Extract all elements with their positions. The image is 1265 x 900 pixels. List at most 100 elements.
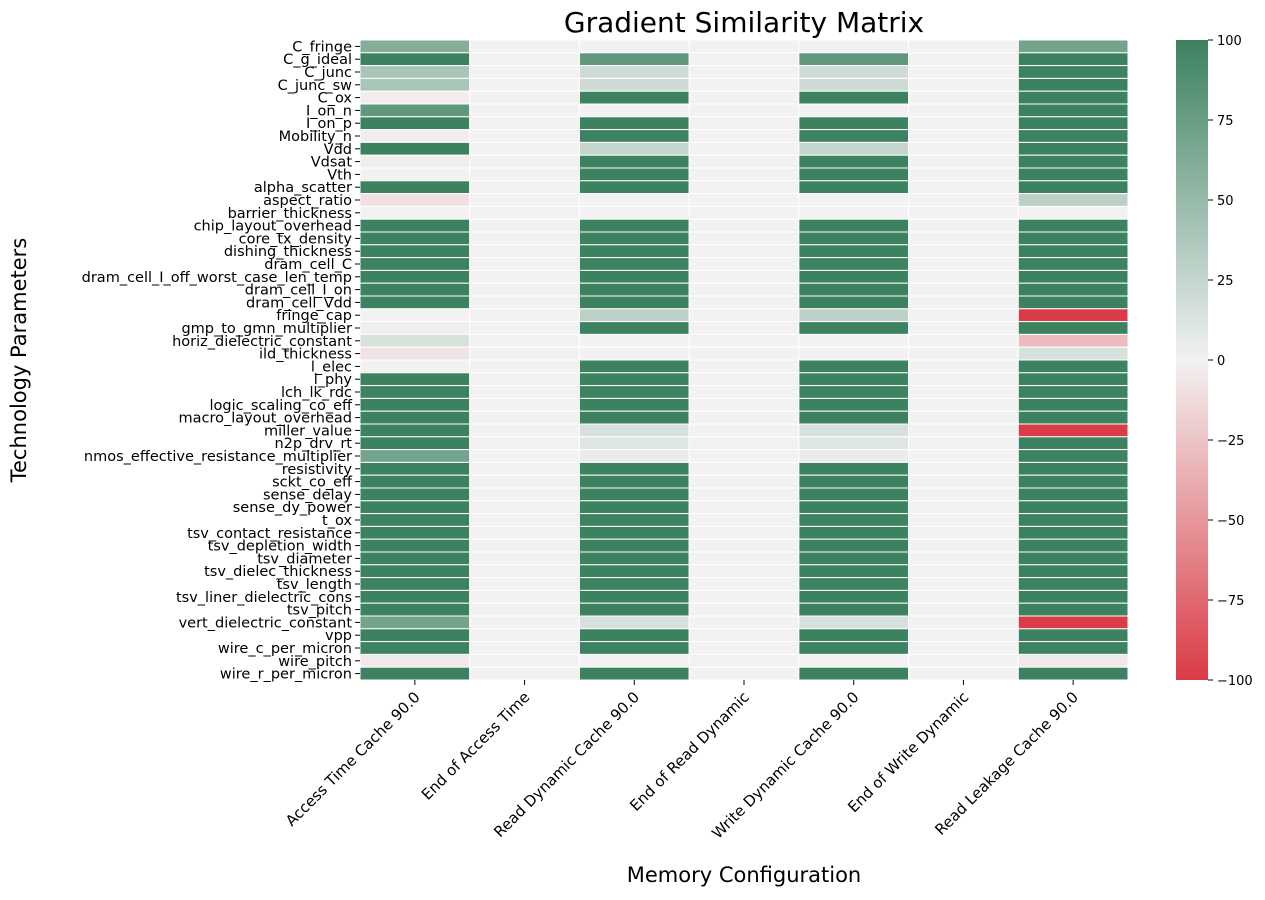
colorbar: 100 75 50 25 0 −25 −50 −75 −100 — [1176, 34, 1253, 689]
heatmap-cell — [578, 129, 690, 143]
heatmap-cell — [798, 257, 910, 271]
y-tick-label: sense_delay — [263, 487, 352, 503]
heatmap-cell — [908, 116, 1019, 131]
heatmap-cell — [908, 346, 1019, 361]
y-tick-label: tsv_diameter — [257, 551, 352, 567]
heatmap-cell — [359, 129, 471, 143]
heatmap-cell — [578, 193, 690, 207]
y-tick-label: Mobility_n — [279, 129, 352, 145]
heatmap-cell — [359, 77, 471, 92]
y-tick-label: l_phy — [314, 372, 353, 388]
heatmap-cell — [798, 205, 910, 220]
colorbar-tick-label: 100 — [1217, 34, 1242, 49]
y-tick-label: horiz_dielectric_constant — [172, 334, 352, 350]
colorbar-tick-label: 25 — [1217, 274, 1234, 289]
heatmap-cell — [688, 193, 800, 207]
heatmap-cell — [798, 615, 910, 630]
heatmap-cell — [469, 449, 580, 463]
heatmap-cell — [688, 39, 800, 54]
heatmap-cell — [908, 436, 1019, 451]
heatmap-cell — [908, 653, 1019, 668]
heatmap-cell — [908, 180, 1019, 195]
heatmap-cell — [359, 641, 471, 655]
heatmap-cell — [469, 141, 580, 156]
heatmap-cell — [1017, 653, 1129, 668]
heatmap-cell — [578, 372, 690, 387]
heatmap-cell — [798, 410, 910, 425]
heatmap-cell — [1017, 141, 1129, 156]
heatmap-cell — [908, 564, 1019, 579]
heatmap-cell — [908, 385, 1019, 399]
heatmap-cell — [798, 116, 910, 131]
colorbar-tick-label: 75 — [1217, 114, 1234, 129]
heatmap-cell — [359, 410, 471, 425]
heatmap-cell — [1017, 461, 1129, 476]
heatmap-cell — [469, 474, 580, 489]
heatmap-cell — [578, 231, 690, 246]
heatmap-cell — [578, 500, 690, 515]
heatmap-cell — [578, 397, 690, 412]
heatmap-cell — [908, 244, 1019, 259]
heatmap-cell — [908, 52, 1019, 67]
heatmap-cell — [578, 180, 690, 195]
heatmap-cell — [359, 116, 471, 131]
heatmap-cell — [469, 77, 580, 92]
heatmap-cell — [1017, 231, 1129, 246]
heatmap-cell — [469, 513, 580, 527]
heatmap-cell — [908, 589, 1019, 604]
heatmap-cell — [359, 282, 471, 297]
heatmap-cell — [1017, 487, 1129, 502]
heatmap-cell — [1017, 551, 1129, 566]
heatmap-cell — [469, 564, 580, 579]
heatmap-cell — [359, 333, 471, 348]
heatmap-cell — [688, 538, 800, 553]
y-tick-label: aspect_ratio — [263, 193, 352, 209]
heatmap-cell — [1017, 666, 1129, 681]
heatmap-cell — [359, 564, 471, 579]
heatmap-cell — [798, 487, 910, 502]
heatmap-cell — [908, 641, 1019, 655]
heatmap-cell — [908, 65, 1019, 79]
heatmap-cell — [469, 602, 580, 617]
y-tick-label: Vdsat — [311, 155, 353, 171]
heatmap-cell — [798, 77, 910, 92]
heatmap-cell — [688, 474, 800, 489]
y-tick-label: sense_dy_power — [233, 500, 352, 516]
heatmap-cell — [798, 218, 910, 233]
heatmap-cell — [1017, 577, 1129, 591]
heatmap-cell — [908, 90, 1019, 105]
heatmap-cell — [798, 167, 910, 182]
heatmap-cell — [1017, 615, 1129, 630]
heatmap-cell — [1017, 39, 1129, 54]
heatmap-cell — [359, 244, 471, 259]
heatmap-cell — [1017, 628, 1129, 643]
y-tick-label: tsv_length — [277, 577, 352, 593]
heatmap-cell — [469, 205, 580, 220]
heatmap-cell — [908, 449, 1019, 463]
heatmap-cell — [359, 359, 471, 374]
colorbar-tick-label: −75 — [1217, 594, 1244, 609]
heatmap-cell — [359, 103, 471, 118]
heatmap-cell — [1017, 423, 1129, 438]
heatmap-cell — [1017, 372, 1129, 387]
heatmap-cell — [908, 666, 1019, 681]
heatmap-cell — [359, 205, 471, 220]
heatmap-cell — [1017, 308, 1129, 323]
heatmap-cell — [908, 129, 1019, 143]
y-axis-label: Technology Parameters — [7, 238, 31, 484]
y-tick-label: wire_c_per_micron — [218, 641, 352, 657]
heatmap-cell — [469, 295, 580, 310]
y-tick-label: resistivity — [282, 462, 353, 478]
heatmap-cell — [1017, 474, 1129, 489]
heatmap-cell — [359, 397, 471, 412]
heatmap-cell — [469, 653, 580, 668]
heatmap-cell — [688, 653, 800, 668]
y-tick-label: Vdd — [324, 142, 352, 158]
heatmap-cell — [469, 231, 580, 246]
heatmap-cell — [359, 461, 471, 476]
y-tick-label: l_elec — [311, 359, 352, 375]
heatmap-cell — [359, 525, 471, 540]
heatmap-cell — [578, 589, 690, 604]
heatmap-cell — [908, 372, 1019, 387]
heatmap-cell — [469, 39, 580, 54]
